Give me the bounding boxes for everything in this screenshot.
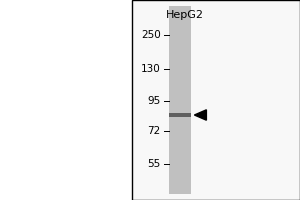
- Text: 130: 130: [141, 64, 160, 74]
- Text: 72: 72: [147, 126, 161, 136]
- Text: 95: 95: [147, 96, 161, 106]
- Text: HepG2: HepG2: [166, 10, 203, 20]
- Text: 250: 250: [141, 30, 160, 40]
- Bar: [169, 113, 190, 117]
- Bar: [169, 6, 190, 194]
- Text: 55: 55: [147, 159, 161, 169]
- Polygon shape: [194, 110, 206, 120]
- Bar: [132, 0, 300, 200]
